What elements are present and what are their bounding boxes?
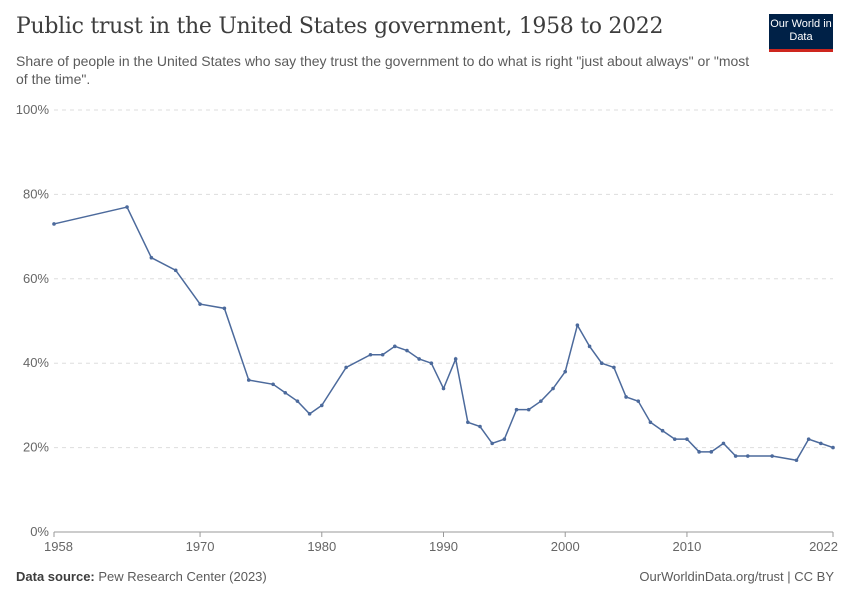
data-point: [636, 399, 641, 403]
data-point: [393, 344, 397, 349]
data-point: [612, 365, 616, 370]
data-point: [806, 437, 811, 441]
x-tick-label: 1970: [186, 539, 215, 554]
x-tick-label: 1990: [429, 539, 458, 554]
y-tick-label: 60%: [23, 271, 49, 286]
data-point: [453, 357, 458, 361]
data-point: [770, 454, 774, 458]
data-source: Data source: Pew Research Center (2023): [16, 569, 267, 584]
license-link[interactable]: OurWorldinData.org/trust | CC BY: [639, 569, 834, 584]
data-point: [660, 428, 665, 433]
data-point: [745, 454, 750, 458]
data-point: [466, 420, 470, 425]
y-tick-label: 40%: [23, 355, 49, 370]
data-point: [405, 348, 409, 353]
series-line: [53, 206, 834, 462]
data-point: [733, 454, 738, 458]
data-point: [52, 222, 56, 226]
data-point: [149, 255, 154, 260]
data-point: [672, 437, 677, 441]
data-point: [319, 403, 324, 408]
chart-title: Public trust in the United States govern…: [16, 14, 664, 39]
x-tick-label: 2022: [809, 539, 838, 554]
data-point: [283, 390, 288, 395]
data-point: [125, 205, 129, 209]
data-point: [344, 365, 348, 370]
data-point: [380, 352, 385, 357]
data-point: [819, 441, 823, 446]
source-link[interactable]: Pew Research Center (2023): [98, 569, 267, 584]
data-point: [599, 361, 604, 366]
data-point: [648, 420, 653, 425]
data-point: [794, 458, 799, 463]
data-point: [222, 306, 227, 311]
data-point: [709, 450, 714, 454]
data-point: [441, 386, 446, 391]
y-tick-label: 0%: [30, 524, 49, 539]
data-point: [417, 357, 421, 361]
data-point: [563, 369, 568, 374]
data-point: [307, 412, 312, 416]
data-point: [539, 399, 543, 403]
data-point: [295, 399, 300, 403]
data-point: [721, 441, 726, 446]
data-point: [831, 445, 835, 450]
data-point: [502, 437, 507, 441]
data-point: [551, 386, 555, 391]
y-tick-label: 20%: [23, 440, 49, 455]
data-point: [624, 395, 628, 399]
data-point: [173, 268, 178, 273]
x-tick-label: 2000: [551, 539, 580, 554]
data-point: [368, 352, 373, 357]
data-point: [246, 378, 251, 382]
data-point: [478, 424, 482, 429]
data-point: [685, 437, 689, 441]
y-tick-label: 100%: [16, 102, 50, 117]
data-point: [271, 382, 275, 387]
owid-logo[interactable]: Our World in Data: [769, 14, 833, 52]
data-point: [514, 407, 519, 412]
data-point: [587, 344, 592, 349]
x-tick-label: 1958: [44, 539, 73, 554]
x-tick-label: 1980: [307, 539, 336, 554]
data-point: [429, 361, 434, 366]
data-point: [490, 441, 494, 446]
data-point: [198, 302, 202, 306]
chart-subtitle: Share of people in the United States who…: [16, 53, 750, 87]
data-point: [697, 450, 701, 454]
y-tick-label: 80%: [23, 186, 49, 201]
data-point: [575, 323, 580, 328]
data-point: [526, 407, 531, 412]
x-tick-label: 2010: [672, 539, 701, 554]
